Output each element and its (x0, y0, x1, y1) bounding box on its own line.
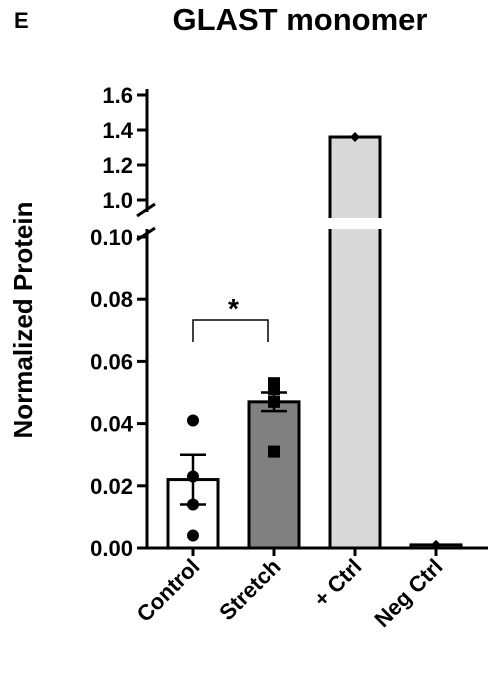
x-tick-label: + Ctrl (309, 554, 367, 612)
data-point (268, 383, 280, 396)
x-tick-label: Control (132, 554, 205, 627)
data-point (187, 529, 199, 542)
axis-break (136, 202, 156, 218)
significance-label: * (228, 293, 239, 324)
y-tick-label: 0.04 (90, 412, 134, 437)
data-point (350, 132, 360, 142)
y-tick-label: 0.06 (90, 349, 133, 374)
bar (247, 400, 301, 550)
y-tick-label: 0.08 (90, 287, 133, 312)
y-tick-label: 1.6 (102, 83, 133, 108)
y-tick-label: 0.10 (90, 225, 133, 250)
data-point (431, 539, 441, 550)
data-point (187, 498, 199, 511)
y-tick-label: 0.02 (90, 474, 133, 499)
y-axis-label: Normalized Protein (8, 202, 38, 439)
chart-title: GLAST monomer (173, 2, 428, 37)
y-tick-label: 0.00 (90, 536, 133, 561)
y-tick-label: 1.2 (102, 153, 133, 178)
bar (330, 229, 380, 548)
y-tick-label: 1.0 (102, 188, 133, 213)
data-point (268, 395, 280, 408)
x-tick-label: Stretch (214, 554, 285, 625)
data-point (187, 470, 199, 483)
panel-label: E (14, 8, 29, 33)
data-point (187, 414, 199, 427)
y-tick-label: 1.4 (102, 118, 133, 143)
x-tick-label: Neg Ctrl (369, 554, 447, 632)
bar (330, 137, 380, 218)
data-point (268, 445, 280, 458)
significance-bracket (192, 319, 269, 342)
